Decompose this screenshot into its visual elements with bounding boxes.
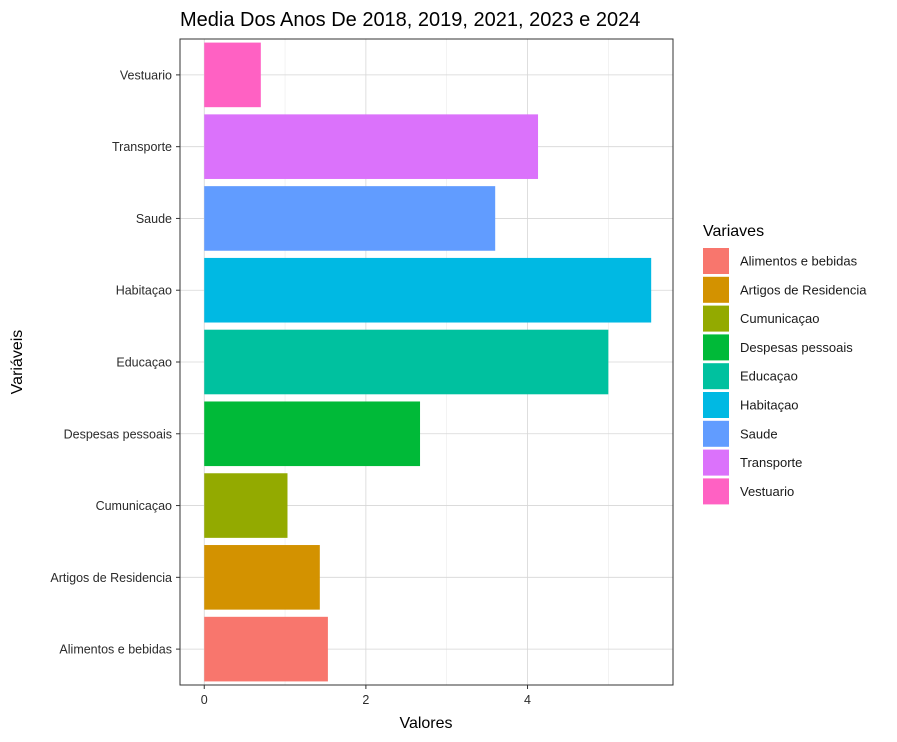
y-tick-label: Cumunicaçao (96, 499, 172, 513)
legend-label: Vestuario (740, 484, 794, 499)
legend-key (703, 449, 729, 476)
legend-label: Cumunicaçao (740, 311, 820, 326)
bar (204, 545, 320, 610)
legend-key (703, 363, 729, 390)
legend-key (703, 392, 729, 418)
y-tick-label: Vestuario (120, 68, 172, 82)
y-tick-label: Alimentos e bebidas (59, 643, 172, 657)
y-tick-label: Transporte (112, 140, 172, 154)
legend: Variaves Alimentos e bebidas Artigos de R… (703, 223, 867, 505)
x-tick-label: 4 (524, 693, 531, 707)
y-tick-label: Artigos de Residencia (50, 571, 172, 585)
bar (204, 42, 261, 108)
legend-label: Alimentos e bebidas (740, 254, 858, 269)
x-axis-ticks: 0 2 4 (201, 685, 531, 707)
y-tick-label: Habitaçao (116, 284, 172, 298)
y-tick-label: Despesas pessoais (64, 427, 172, 441)
bar (204, 186, 496, 251)
y-tick-label: Educaçao (116, 356, 172, 370)
legend-key (703, 305, 729, 332)
bar (204, 616, 328, 682)
y-axis-title: Variáveis (9, 330, 26, 395)
legend-label: Transporte (740, 455, 802, 470)
x-axis-title: Valores (399, 715, 452, 732)
bar (204, 257, 652, 323)
legend-key (703, 334, 729, 361)
legend-label: Saude (740, 426, 778, 441)
legend-title: Variaves (703, 223, 764, 240)
x-tick-label: 2 (362, 693, 369, 707)
bar (204, 329, 609, 395)
legend-items: Alimentos e bebidas Artigos de Residencia… (703, 248, 867, 505)
x-tick-label: 0 (201, 693, 208, 707)
legend-label: Educaçao (740, 369, 798, 384)
bar (204, 401, 421, 467)
bar (204, 114, 539, 179)
legend-label: Artigos de Residencia (740, 282, 867, 297)
chart-title: Media Dos Anos De 2018, 2019, 2021, 2023… (180, 9, 640, 31)
legend-label: Despesas pessoais (740, 340, 853, 355)
legend-key (703, 478, 729, 505)
bar (204, 473, 288, 538)
y-tick-label: Saude (136, 212, 172, 226)
bars (204, 42, 652, 682)
y-axis-ticks: Alimentos e bebidas Artigos de Residencia… (50, 68, 180, 657)
legend-key (703, 276, 729, 303)
legend-key (703, 248, 729, 274)
legend-label: Habitaçao (740, 398, 799, 413)
legend-key (703, 420, 729, 447)
